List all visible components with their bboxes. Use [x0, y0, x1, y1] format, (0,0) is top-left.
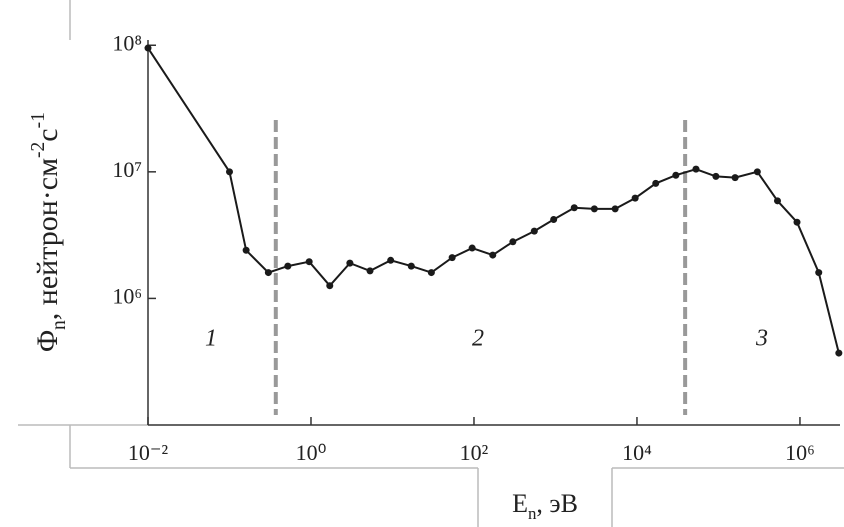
y-tick-label: 10⁶: [112, 283, 142, 308]
x-tick-label: 10⁻²: [128, 440, 169, 465]
data-point: [284, 262, 292, 270]
data-point: [530, 227, 538, 235]
data-point: [346, 259, 354, 267]
data-point: [550, 216, 558, 224]
x-axis-label: En, эВ: [512, 489, 578, 523]
data-point: [427, 269, 435, 277]
y-axis-label: Φn, нейтрон·см-2с-1: [28, 112, 70, 352]
x-label-part: E: [512, 489, 528, 518]
frame-lines: [18, 0, 844, 527]
x-label-part: n: [528, 504, 537, 523]
y-label-part: с: [31, 128, 64, 141]
data-point: [144, 44, 152, 52]
data-point: [242, 246, 250, 254]
data-point: [652, 179, 660, 187]
y-tick-label: 10⁸: [112, 30, 142, 55]
y-label-part: n: [49, 320, 70, 330]
data-point: [611, 205, 619, 213]
data-point: [672, 171, 680, 179]
data-point: [815, 269, 823, 277]
x-tick-label: 10²: [460, 440, 489, 465]
x-tick-label: 10⁶: [785, 440, 815, 465]
data-point: [570, 204, 578, 212]
data-point: [448, 254, 456, 262]
data-point: [692, 165, 700, 173]
data-point: [407, 262, 415, 270]
data-point: [835, 349, 843, 357]
data-point: [773, 197, 781, 205]
data-point: [631, 194, 639, 202]
data-point: [366, 267, 374, 275]
data-point: [264, 269, 272, 277]
data-point: [731, 174, 739, 182]
data-point: [753, 168, 761, 176]
data-point: [509, 238, 517, 246]
data-point: [225, 168, 233, 176]
x-tick-label: 10⁴: [622, 440, 652, 465]
x-tick-label: 10⁰: [296, 440, 327, 465]
data-point: [387, 256, 395, 264]
y-label-part: Φ: [31, 330, 64, 352]
data-point: [793, 218, 801, 226]
data-point: [305, 258, 313, 266]
data-point: [468, 244, 476, 252]
y-tick-label: 10⁷: [112, 157, 142, 182]
data-point: [489, 251, 497, 259]
y-label-part: , нейтрон·см: [31, 158, 64, 320]
region-label: 2: [472, 326, 484, 352]
y-label-part: -1: [28, 112, 49, 128]
data-point: [326, 282, 334, 290]
region-label: 3: [755, 326, 768, 352]
data-line: [147, 47, 840, 354]
x-label-part: , эВ: [536, 489, 578, 518]
region-label: 1: [205, 326, 217, 352]
y-label-part: -2: [28, 142, 49, 158]
data-point: [712, 172, 720, 180]
data-point: [590, 205, 598, 213]
